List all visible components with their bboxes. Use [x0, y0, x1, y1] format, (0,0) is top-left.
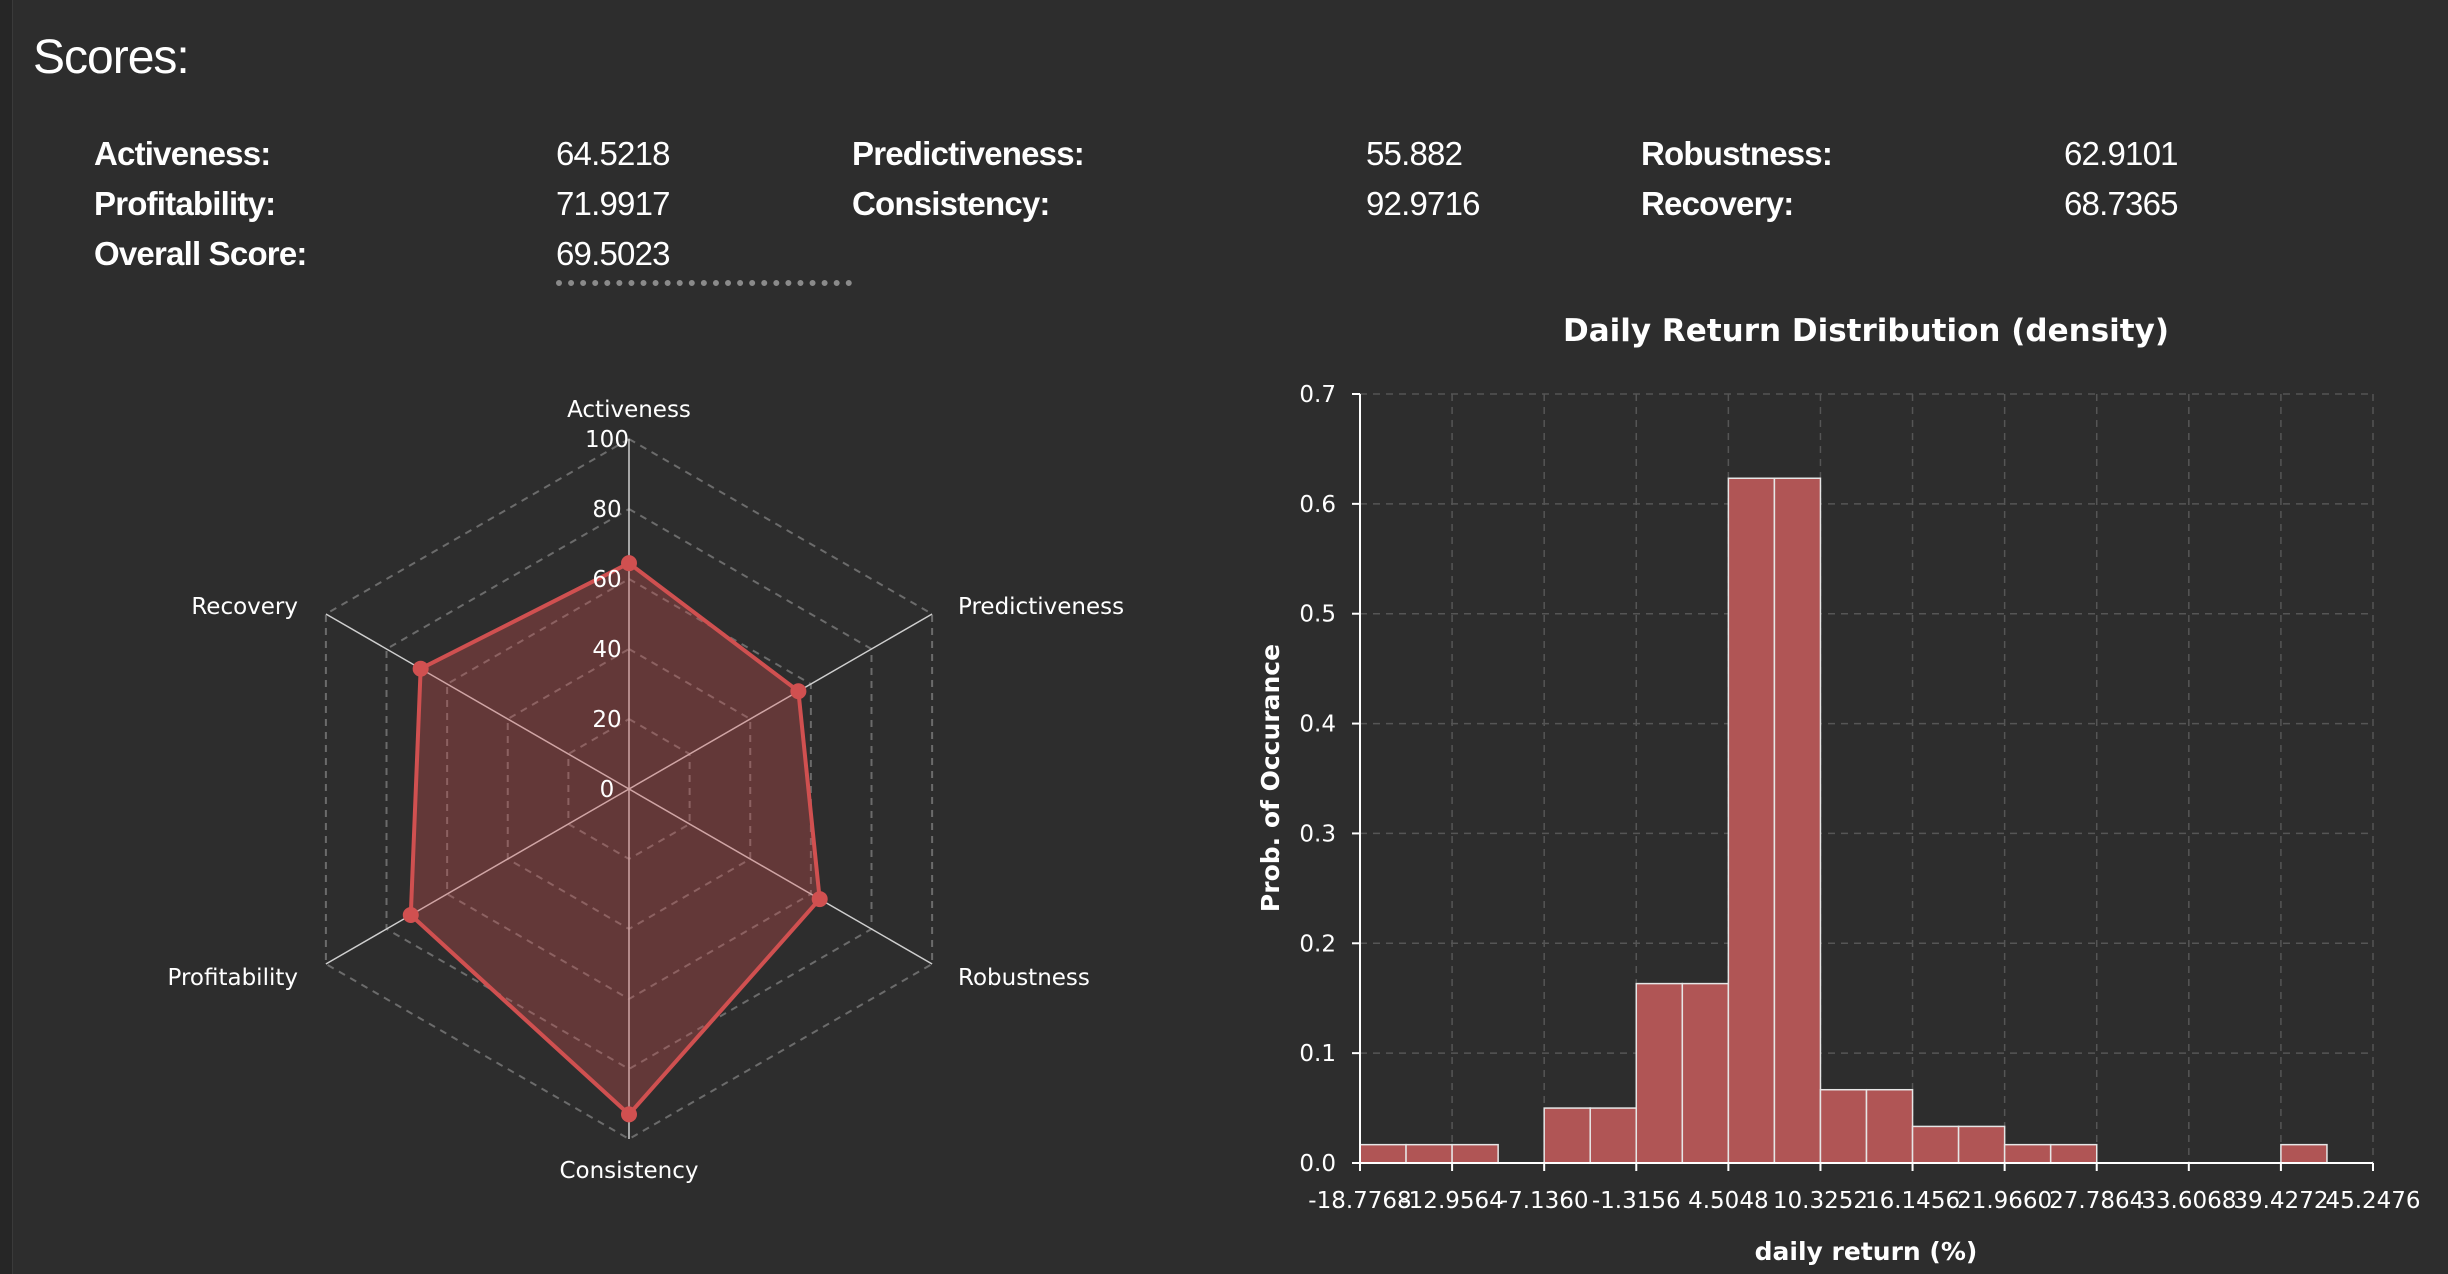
radar-spoke — [325, 788, 630, 965]
recovery-value: 68.7365 — [2064, 185, 2178, 222]
radar-point — [621, 555, 637, 572]
robustness-label: Robustness: — [1641, 135, 1833, 172]
hist-xtick-label: -12.9564 — [1400, 1188, 1503, 1214]
radar-axis-label: Robustness — [958, 965, 1090, 991]
radar-spoke — [325, 613, 630, 790]
radar-axis-label: Activeness — [567, 397, 691, 423]
hist-xlabel: daily return (%) — [1755, 1237, 1978, 1266]
hist-xtick-label: 39.4272 — [2233, 1188, 2328, 1214]
hist-bar — [1773, 477, 1822, 1164]
radar-axis-label: Profitability — [168, 965, 299, 991]
hist-bar — [1451, 1143, 1499, 1164]
activeness-label: Activeness: — [94, 135, 271, 172]
radar-point — [811, 891, 828, 908]
radar-rtick-label: 60 — [592, 567, 621, 593]
hist-bar — [1819, 1088, 1868, 1164]
radar-rtick-label: 20 — [592, 707, 621, 733]
hist-ytick-label: 0.1 — [1299, 1041, 1336, 1067]
radar-axis-label: Recovery — [191, 594, 298, 620]
scores-title: Scores: — [33, 31, 190, 84]
radar-point — [412, 660, 429, 677]
radar-rtick-label: 40 — [592, 637, 621, 663]
activeness-value: 64.5218 — [556, 135, 670, 172]
hist-ytick-label: 0.4 — [1299, 712, 1336, 738]
hist-bar — [1589, 1107, 1638, 1164]
hist-bar — [1727, 477, 1776, 1164]
hist-xtick-label: 33.6068 — [2141, 1188, 2236, 1214]
hist-ytick-label: 0.6 — [1299, 492, 1336, 518]
hist-xtick-label: 27.7864 — [2049, 1188, 2144, 1214]
hist-bar — [1359, 1143, 1407, 1164]
hist-xtick-label: -18.7768 — [1308, 1188, 1411, 1214]
hist-bar — [1405, 1143, 1453, 1164]
hist-xtick-label: 4.5048 — [1688, 1188, 1768, 1214]
hist-bar — [1681, 982, 1730, 1164]
radar-axis-label: Consistency — [559, 1158, 698, 1184]
recovery-label: Recovery: — [1641, 185, 1794, 222]
radar-rtick-label: 80 — [592, 497, 621, 523]
hist-bar — [2280, 1143, 2328, 1164]
predictiveness-label: Predictiveness: — [852, 135, 1085, 172]
radar-rtick-label: 100 — [585, 427, 629, 453]
hist-bar — [2049, 1143, 2098, 1164]
hist-bar — [2003, 1143, 2052, 1164]
hist-xtick-label: -7.1360 — [1500, 1188, 1589, 1214]
radar-axis-label: Predictiveness — [958, 594, 1124, 620]
hist-bar — [1543, 1107, 1591, 1164]
predictiveness-value: 55.882 — [1366, 135, 1463, 172]
profitability-label: Profitability: — [94, 185, 276, 222]
window-left-edge — [0, 0, 13, 1274]
dotted-separator — [556, 280, 852, 286]
hist-bar — [1911, 1125, 1960, 1164]
hist-xtick-label: 16.1456 — [1865, 1188, 1960, 1214]
radar-point — [402, 906, 419, 923]
radar-point — [621, 1106, 637, 1123]
hist-bar — [1957, 1125, 2006, 1164]
radar-spoke — [628, 613, 933, 790]
radar-rtick-label: 0 — [600, 777, 615, 803]
hist-bar — [1865, 1088, 1914, 1164]
hist-ylabel: Prob. of Occurance — [1256, 644, 1285, 912]
consistency-value: 92.9716 — [1366, 185, 1480, 222]
overall-score-label: Overall Score: — [94, 235, 307, 272]
hist-ytick-label: 0.7 — [1299, 382, 1336, 408]
hist-ytick-label: 0.2 — [1299, 931, 1336, 957]
hist-xtick-label: 10.3252 — [1773, 1188, 1868, 1214]
radar-spoke — [628, 788, 933, 965]
radar-point — [790, 683, 807, 700]
consistency-label: Consistency: — [852, 185, 1050, 222]
overall-score-value: 69.5023 — [556, 235, 670, 272]
hist-ytick-label: 0.5 — [1299, 602, 1336, 628]
hist-ytick-label: 0.3 — [1299, 821, 1336, 847]
hist-xtick-label: 21.9660 — [1957, 1188, 2052, 1214]
hist-title: Daily Return Distribution (density) — [1563, 313, 2169, 349]
robustness-value: 62.9101 — [2064, 135, 2178, 172]
profitability-value: 71.9917 — [556, 185, 670, 222]
hist-xtick-label: 45.2476 — [2325, 1188, 2420, 1214]
hist-xtick-label: -1.3156 — [1592, 1188, 1681, 1214]
hist-ytick-label: 0.0 — [1299, 1151, 1336, 1177]
hist-bar — [1635, 982, 1684, 1164]
